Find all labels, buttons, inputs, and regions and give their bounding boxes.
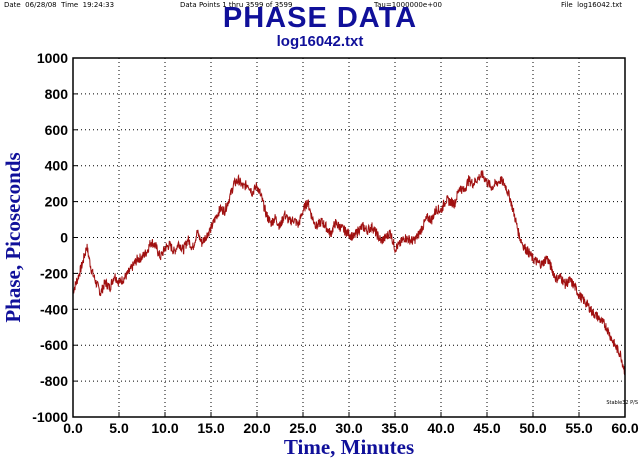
x-tick-label: 10.0 [151,420,178,436]
y-tick-label: 200 [45,194,69,210]
x-tick-label: 60.0 [611,420,638,436]
y-tick-label: 400 [45,158,69,174]
header-tau: Tau=1000000e+00 [374,1,442,9]
header-file: File log16042.txt [561,1,622,9]
x-tick-label: 5.0 [109,420,129,436]
header-date-time: Date 06/28/08 Time 19:24:33 [4,1,115,9]
y-tick-label: -400 [40,301,68,317]
x-tick-label: 0.0 [63,420,83,436]
header-data-points: Data Points 1 thru 3599 of 3599 [180,1,293,9]
y-tick-label: 0 [60,230,68,246]
x-tick-label: 30.0 [335,420,362,436]
software-stamp: Stable32 P/S [606,400,638,406]
chart-title: PHASE DATA [222,2,418,34]
y-tick-label: -800 [40,373,68,389]
x-tick-label: 55.0 [565,420,592,436]
phase-series-line [72,170,626,377]
y-tick-label: -200 [40,265,68,281]
y-tick-label: 800 [45,86,69,102]
x-tick-label: 20.0 [243,420,270,436]
y-tick-label: -1000 [32,409,68,425]
axis-ticks: 0.0 5.0 10.0 15.0 20.0 25.0 30.0 35.0 40.0 45.0 50… [32,50,639,436]
y-tick-label: -600 [40,337,68,353]
x-tick-label: 45.0 [473,420,500,436]
series-layer [72,170,626,377]
y-tick-label: 1000 [37,50,68,66]
chart-subtitle: log16042.txt [276,33,364,50]
x-tick-label: 50.0 [519,420,546,436]
x-axis-title: Time, Minutes [284,435,414,459]
y-tick-label: 600 [45,122,69,138]
x-tick-label: 35.0 [381,420,408,436]
x-tick-label: 25.0 [289,420,316,436]
y-axis-title: Phase, Picoseconds [1,152,25,322]
x-tick-label: 40.0 [427,420,454,436]
x-tick-label: 15.0 [197,420,224,436]
